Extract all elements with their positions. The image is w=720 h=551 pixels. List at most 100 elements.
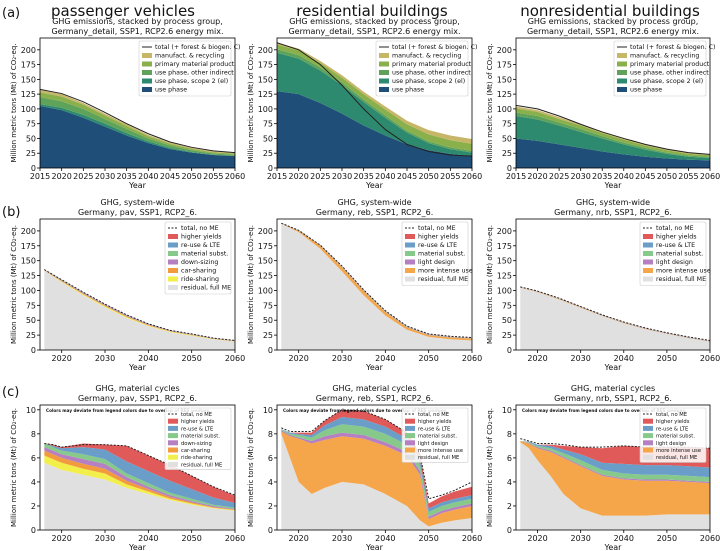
legend-entry: light design (656, 441, 686, 447)
legend-entry: total, no ME (418, 412, 449, 418)
y-axis-label: Million metric tons (Mt) of CO₂-eq. (486, 408, 494, 527)
x-tick-label: 2055 (203, 172, 223, 181)
y-tick-label: 10 (502, 406, 512, 415)
legend-swatch (168, 425, 178, 431)
legend-box (401, 407, 469, 463)
legend-swatch (405, 268, 415, 273)
x-tick-label: 2015 (506, 172, 526, 181)
total-line (520, 286, 711, 341)
x-tick-label: 2020 (527, 172, 547, 181)
x-tick-label: 2015 (30, 172, 50, 181)
legend-entry: higher yields (418, 419, 452, 425)
y-tick-label: 125 (258, 90, 273, 99)
legend-entry: higher yields (181, 234, 222, 241)
x-tick-label: 2050 (418, 354, 438, 363)
legend-swatch (168, 447, 178, 453)
legend-swatch (168, 276, 178, 282)
y-tick-label: 8 (31, 430, 36, 439)
x-axis-label: Year (604, 363, 623, 372)
legend-entry: re-use & LTE (656, 426, 688, 432)
chart-title-line: Germany, reb, SSP1, RCP2_6. (316, 208, 434, 217)
y-tick-label: 75 (26, 120, 36, 129)
y-tick-label: 75 (263, 301, 273, 310)
axes-frame (39, 404, 236, 531)
legend-entry: manufact. & recycling (392, 53, 461, 60)
y-tick-label: 25 (263, 149, 273, 158)
series-area-more-intense-use (281, 431, 472, 527)
legend-box (639, 221, 707, 286)
x-tick-label: 2040 (614, 172, 634, 181)
chart-title-line: GHG emissions, stacked by process group, (52, 17, 223, 26)
x-tick-label: 2045 (397, 172, 417, 181)
x-axis-label: Year (365, 181, 384, 190)
chart-title-line: GHG, system-wide (100, 198, 174, 207)
panels-container: GHG emissions, stacked by process group,… (10, 17, 720, 551)
x-axis-label: Year (604, 543, 623, 551)
legend-entry: use phase (630, 87, 662, 94)
series-area-re-use-lte (520, 441, 710, 478)
legend-entry: residual, full ME (418, 276, 468, 283)
y-tick-label: 200 (258, 46, 273, 55)
x-tick-label: 2060 (225, 172, 245, 181)
legend-swatch (405, 418, 415, 424)
legend-swatch (168, 268, 178, 273)
legend-box (613, 40, 707, 97)
total-line (44, 269, 236, 341)
legend-swatch (168, 251, 178, 256)
total-line (39, 88, 236, 154)
legend-entry: car-sharing (181, 268, 216, 275)
x-tick-label: 2060 (700, 172, 720, 181)
legend-entry: total, no ME (181, 225, 219, 232)
series-area-higher-yields (281, 409, 472, 509)
legend-swatch (142, 53, 152, 58)
legend-swatch (379, 78, 389, 84)
x-tick-label: 2030 (95, 354, 115, 363)
chart-title-line: GHG emissions, stacked by process group, (289, 17, 460, 26)
y-tick-label: 200 (21, 227, 36, 236)
legend-entry: re-use & LTE (418, 426, 450, 432)
y-tick-label: 75 (26, 301, 36, 310)
x-axis-label: Year (365, 543, 384, 551)
series-area-re-use-lte (44, 443, 236, 508)
y-axis-label: Million metric tons (Mt) of CO₂-eq. (10, 225, 18, 344)
y-tick-label: 175 (497, 242, 512, 251)
x-tick-label: 2060 (225, 354, 245, 363)
axes-frame (276, 37, 473, 169)
legend-entry: residual, full ME (418, 455, 459, 461)
chart-note: Colors may deviate from legend colors du… (283, 408, 448, 413)
legend-entry: higher yields (181, 419, 215, 425)
legend-entry: use phase, scope 2 (el) (630, 78, 703, 85)
x-tick-label: 2050 (181, 354, 201, 363)
series-area-use-phase-other-indirect (40, 97, 235, 157)
x-tick-label: 2015 (267, 172, 287, 181)
y-tick-label: 50 (263, 316, 273, 325)
x-tick-label: 2030 (570, 534, 590, 543)
y-tick-label: 75 (502, 301, 512, 310)
legend-swatch (168, 418, 178, 424)
row-label-c: (c) (2, 385, 19, 400)
y-tick-label: 8 (268, 430, 273, 439)
legend-swatch (643, 440, 653, 446)
y-tick-label: 25 (26, 331, 36, 340)
legend-entry: material subst. (181, 434, 220, 440)
x-tick-label: 2040 (375, 534, 395, 543)
series-area-more-intense-use (520, 287, 710, 342)
column-header-residential-buildings: residential buildings (296, 2, 448, 20)
legend-swatch (405, 259, 415, 265)
chart-panel-2: GHG emissions, stacked by process group,… (486, 17, 720, 190)
series-area-residual-full-me (44, 270, 236, 350)
x-tick-label: 2030 (570, 354, 590, 363)
series-area-re-use-lte (281, 417, 472, 512)
x-tick-label: 2030 (332, 172, 352, 181)
y-tick-label: 2 (31, 502, 36, 511)
legend-swatch (379, 70, 389, 75)
y-tick-label: 4 (507, 478, 512, 487)
legend-entry: down-sizing (181, 259, 218, 266)
x-tick-label: 2040 (614, 354, 634, 363)
chart-title-line: GHG emissions, stacked by process group, (528, 17, 699, 26)
chart-title-line: GHG, material cycles (332, 384, 416, 393)
legend-box (138, 40, 232, 97)
